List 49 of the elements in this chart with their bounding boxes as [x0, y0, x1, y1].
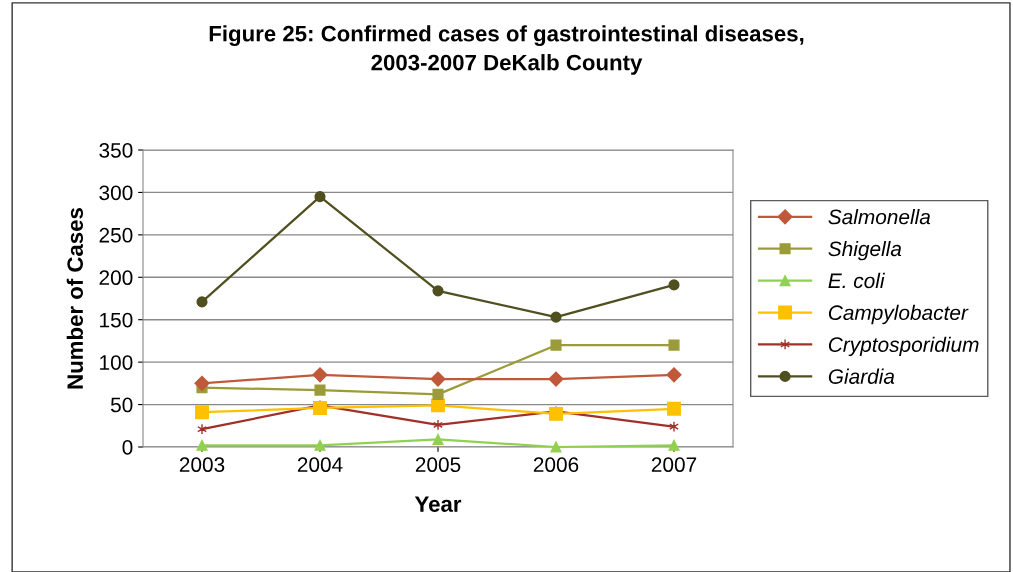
x-tick-label: 2007 — [651, 457, 697, 473]
y-tick-label: 200 — [99, 270, 133, 286]
x-tick-label: 2005 — [415, 457, 461, 473]
x-tick-label: 2003 — [179, 457, 225, 473]
y-tick-label: 150 — [100, 312, 133, 328]
y-tick-label: 350 — [99, 143, 133, 158]
point — [313, 401, 327, 415]
chart-title: Figure 25: Confirmed cases of gastrointestinal diseases, 2003-2007 DeKalb County — [209, 25, 804, 75]
point — [432, 285, 444, 297]
point — [314, 439, 326, 451]
point — [667, 401, 681, 416]
point — [550, 311, 562, 323]
y-tick-label: 250 — [99, 227, 133, 243]
point — [549, 406, 563, 421]
legend-label: Cryptosporidium — [828, 336, 979, 357]
point — [314, 384, 326, 396]
y-tick-label: 0 — [122, 440, 133, 455]
point — [432, 433, 444, 445]
y-tick-label: 300 — [99, 185, 133, 201]
point — [432, 388, 444, 400]
legend-label: E. coli — [828, 272, 885, 289]
x-axis-title: Year — [414, 496, 462, 512]
point — [195, 405, 209, 420]
point — [668, 339, 680, 351]
point — [196, 296, 208, 308]
point — [668, 439, 680, 451]
y-axis-title: Number of Cases — [66, 208, 84, 389]
legend-label: Giardia — [828, 368, 895, 384]
point — [433, 419, 443, 431]
point — [666, 367, 682, 383]
legend-label: Salmonella — [828, 208, 931, 225]
x-tick-label: 2004 — [297, 457, 343, 473]
point — [669, 421, 679, 433]
legend-label: Shigella — [828, 240, 902, 261]
point — [431, 398, 445, 413]
point — [548, 371, 564, 387]
point — [430, 371, 446, 387]
x-tick-label: 2006 — [533, 457, 579, 473]
y-tick-label: 50 — [110, 397, 133, 413]
point — [196, 439, 208, 451]
point — [194, 375, 210, 391]
point — [197, 423, 207, 435]
point — [668, 279, 680, 291]
point — [312, 367, 328, 383]
point — [314, 191, 326, 203]
point — [550, 441, 562, 453]
point — [550, 339, 562, 351]
y-tick-label: 100 — [100, 355, 133, 370]
legend-label: Campylobacter — [828, 304, 969, 325]
